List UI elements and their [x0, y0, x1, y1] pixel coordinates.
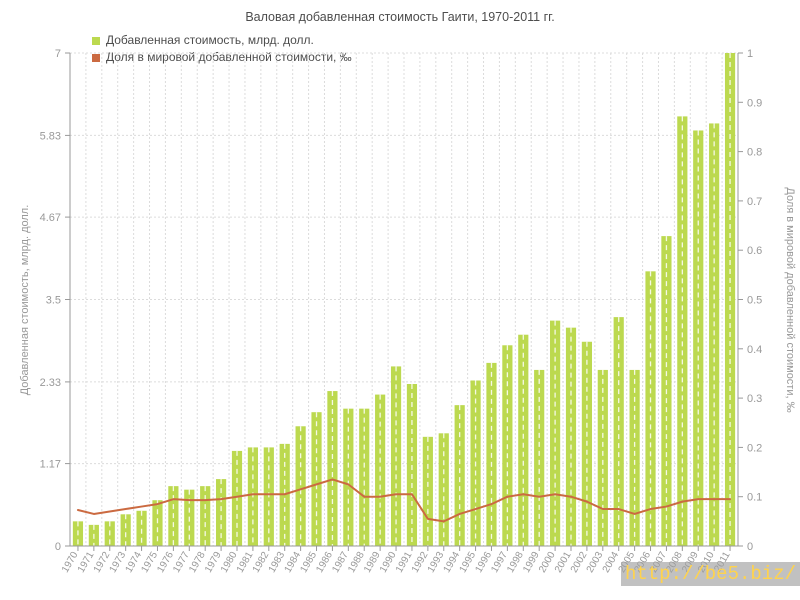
svg-text:1.17: 1.17 [40, 459, 61, 471]
svg-text:0.7: 0.7 [747, 196, 762, 208]
svg-text:0.3: 0.3 [747, 393, 762, 405]
svg-text:3.5: 3.5 [46, 295, 61, 307]
svg-text:1: 1 [747, 48, 753, 60]
svg-text:0.8: 0.8 [747, 147, 762, 159]
svg-text:0.1: 0.1 [747, 492, 762, 504]
svg-text:0.6: 0.6 [747, 245, 762, 257]
svg-text:2.33: 2.33 [40, 377, 61, 389]
svg-text:0: 0 [747, 541, 753, 553]
svg-text:5.83: 5.83 [40, 130, 61, 142]
svg-text:4.67: 4.67 [40, 212, 61, 224]
svg-text:0.9: 0.9 [747, 97, 762, 109]
svg-text:0.4: 0.4 [747, 344, 762, 356]
svg-text:0.2: 0.2 [747, 442, 762, 454]
svg-text:7: 7 [55, 48, 61, 60]
svg-text:0: 0 [55, 541, 61, 553]
svg-text:0.5: 0.5 [747, 295, 762, 307]
